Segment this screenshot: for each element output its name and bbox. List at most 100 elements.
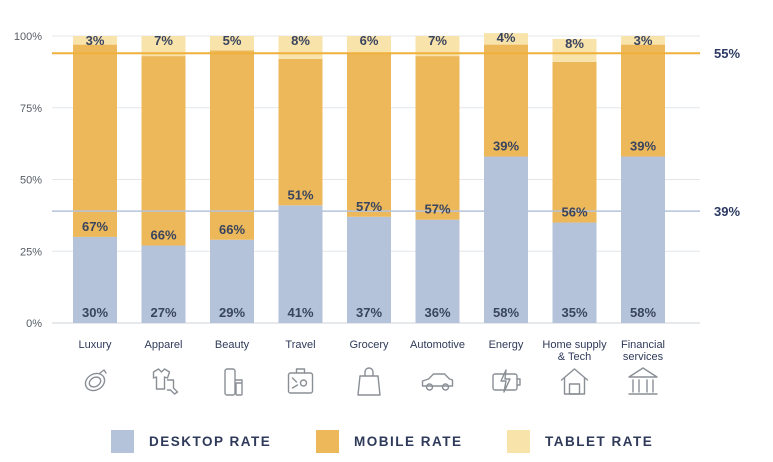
y-tick-label: 25%	[20, 246, 42, 258]
data-label-tablet: 3%	[86, 33, 105, 48]
suitcase-icon	[287, 368, 314, 394]
data-label-tablet: 5%	[223, 33, 242, 48]
data-label-mobile: 39%	[630, 139, 656, 154]
data-label-mobile: 51%	[287, 187, 313, 202]
wheel	[441, 383, 450, 391]
category-label: Travel	[285, 339, 315, 351]
bar-segment-mobile	[141, 56, 186, 246]
data-label-desktop: 41%	[287, 305, 313, 320]
car-icon	[421, 373, 454, 391]
data-label-tablet: 4%	[497, 30, 516, 45]
clothing-icon-stroke	[152, 368, 171, 390]
data-label-desktop: 37%	[356, 305, 382, 320]
legend-item-tablet: TABLET RATE	[507, 430, 653, 453]
data-label-tablet: 8%	[291, 33, 310, 48]
battery-charge-icon-stroke	[516, 378, 521, 386]
data-label-mobile: 66%	[219, 222, 245, 237]
y-tick-label: 0%	[26, 318, 42, 330]
category-label: Financial	[621, 339, 665, 351]
door	[568, 383, 581, 395]
ring-outer	[84, 372, 106, 392]
data-label-desktop: 29%	[219, 305, 245, 320]
bar-segment-tablet	[210, 36, 254, 51]
suitcase-icon-stroke	[291, 377, 299, 389]
category-label: Automotive	[410, 339, 465, 351]
data-label-mobile: 57%	[424, 202, 450, 217]
bar-segment-tablet	[347, 36, 391, 54]
category-label: Home supply	[542, 339, 607, 351]
house-icon-stroke	[563, 377, 586, 395]
bar-segment-desktop	[347, 216, 391, 323]
bar-segment-tablet	[73, 36, 117, 45]
clothing-icon-stroke	[166, 379, 179, 395]
bottle	[235, 382, 243, 396]
y-tick-label: 50%	[20, 175, 42, 187]
data-label-tablet: 3%	[634, 33, 653, 48]
ring-icon	[84, 369, 107, 392]
bar-segment-tablet	[415, 36, 460, 57]
data-label-tablet: 7%	[154, 33, 173, 48]
shopping-bag-icon-stroke	[364, 367, 374, 377]
data-label-tablet: 7%	[428, 33, 447, 48]
bar-segment-mobile	[484, 44, 528, 157]
bar-segment-desktop	[621, 156, 665, 323]
bar-segment-desktop	[415, 219, 460, 323]
category-label: & Tech	[558, 351, 591, 363]
cosmetics-icon-stroke	[235, 379, 243, 384]
suitcase-icon-stroke	[295, 368, 306, 374]
sticker	[299, 379, 308, 387]
data-label-mobile: 67%	[82, 219, 108, 234]
data-label-mobile: 39%	[493, 139, 519, 154]
reference-line-label: 39%	[714, 204, 740, 219]
data-label-desktop: 30%	[82, 305, 108, 320]
data-label-desktop: 58%	[630, 305, 656, 320]
data-label-mobile: 56%	[561, 205, 587, 220]
data-label-desktop: 27%	[150, 305, 176, 320]
battery-charge-icon-stroke	[500, 369, 511, 393]
bank-icon	[628, 367, 658, 395]
data-label-desktop: 36%	[424, 305, 450, 320]
tube	[224, 368, 236, 396]
bar-segment-desktop	[73, 236, 117, 323]
bar-segment-desktop	[552, 222, 597, 323]
bar-segment-mobile	[415, 56, 460, 220]
data-label-tablet: 6%	[360, 33, 379, 48]
category-label: Grocery	[349, 339, 389, 351]
shopping-bag-icon-stroke	[357, 375, 381, 396]
data-label-tablet: 8%	[565, 36, 584, 51]
legend: DESKTOP RATE MOBILE RATE TABLET RATE	[0, 430, 773, 458]
car-icon-stroke	[421, 373, 454, 387]
bar-segment-tablet	[141, 36, 186, 57]
legend-swatch-mobile	[316, 430, 339, 453]
bar-segment-desktop	[484, 156, 528, 323]
category-label: Beauty	[215, 339, 250, 351]
cosmetics-icon	[224, 368, 243, 396]
reference-line-label: 55%	[714, 46, 740, 61]
legend-swatch-tablet	[507, 430, 530, 453]
house-icon	[560, 368, 589, 395]
legend-label-desktop: DESKTOP RATE	[149, 434, 272, 449]
category-label: Apparel	[145, 339, 183, 351]
bar-segment-mobile	[73, 44, 117, 237]
bank-icon-stroke	[632, 379, 654, 393]
bar-segment-desktop	[141, 245, 186, 323]
data-label-mobile: 57%	[356, 199, 382, 214]
y-tick-label: 100%	[14, 31, 42, 43]
wheel	[425, 383, 434, 391]
bar-segment-mobile	[621, 44, 665, 157]
bar-segment-tablet	[484, 33, 528, 45]
y-tick-label: 75%	[20, 103, 42, 115]
house-icon-stroke	[560, 368, 589, 381]
data-label-mobile: 66%	[150, 228, 176, 243]
category-label: Luxury	[78, 339, 112, 351]
case	[287, 372, 314, 394]
bar-segment-tablet	[552, 38, 597, 62]
bar-segment-mobile	[552, 61, 597, 223]
bar-segment-desktop	[278, 205, 323, 323]
legend-item-mobile: MOBILE RATE	[316, 430, 463, 453]
battery-charge-icon	[492, 369, 521, 393]
data-label-desktop: 58%	[493, 305, 519, 320]
clothing-icon	[152, 368, 179, 395]
ring-inner	[88, 376, 102, 388]
